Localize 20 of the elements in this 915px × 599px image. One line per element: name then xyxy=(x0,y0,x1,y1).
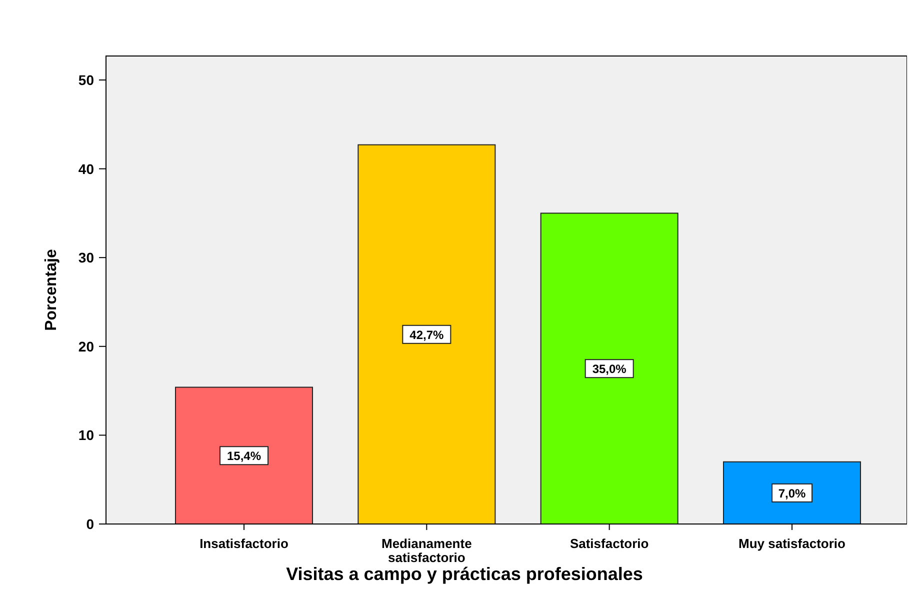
data-label: 15,4% xyxy=(226,449,262,464)
y-axis-title: Porcentaje xyxy=(43,248,60,331)
y-tick-label: 30 xyxy=(78,250,94,266)
y-tick-label: 40 xyxy=(78,160,94,177)
bar xyxy=(358,144,496,524)
bar xyxy=(175,386,313,524)
x-tick-label: Insatisfactorio xyxy=(200,536,288,551)
data-label: 42,7% xyxy=(410,328,444,342)
data-label: 35,0% xyxy=(592,362,627,376)
x-tick-label: Satisfactorio xyxy=(570,536,649,551)
x-tick-label: Medianamente satisfactorio xyxy=(382,536,472,565)
data-label: 7,0% xyxy=(778,486,806,500)
y-tick-label: 0 xyxy=(86,516,94,532)
bar xyxy=(540,212,678,524)
bar xyxy=(723,461,861,524)
y-tick-label: 10 xyxy=(78,427,94,444)
x-axis-title: Visitas a campo y prácticas profesionales xyxy=(286,564,643,584)
y-tick-label: 20 xyxy=(78,338,94,354)
y-tick-label: 50 xyxy=(78,72,94,88)
x-tick-label: Muy satisfactorio xyxy=(738,536,846,551)
